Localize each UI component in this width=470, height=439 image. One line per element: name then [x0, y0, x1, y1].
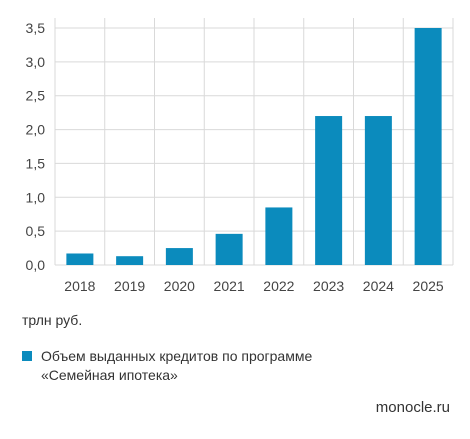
chart-grid: [54, 18, 454, 266]
bar-2020: [165, 248, 193, 265]
x-axis-ticks: 2018 2019 2020 2021 2022 2023 2024 2025: [64, 278, 444, 294]
bar-2019: [116, 256, 144, 265]
y-tick-label: 3,5: [26, 20, 46, 36]
legend-label-line-1: Объем выданных кредитов по программе: [41, 348, 313, 364]
source-label: monocle.ru: [375, 399, 450, 416]
y-tick-label: 2,0: [26, 122, 46, 138]
x-tick-label: 2024: [363, 278, 394, 294]
chart-bars: [66, 28, 442, 266]
y-tick-label: 1,0: [26, 189, 46, 205]
legend: Объем выданных кредитов по программе «Се…: [22, 347, 352, 385]
x-tick-label: 2018: [64, 278, 95, 294]
x-tick-label: 2019: [114, 278, 145, 294]
x-tick-label: 2025: [413, 278, 444, 294]
bar-chart: 0,0 0,5 1,0 1,5 2,0 2,5 3,0 3,5 2018 2019 2020 202…: [26, 18, 454, 294]
y-tick-label: 0,0: [26, 257, 46, 273]
bar-2024: [364, 116, 392, 266]
y-tick-label: 2,5: [26, 88, 46, 104]
y-axis-ticks: 0,0 0,5 1,0 1,5 2,0 2,5 3,0 3,5: [26, 20, 46, 273]
legend-swatch: [22, 351, 32, 361]
bar-2022: [265, 207, 293, 265]
x-tick-label: 2021: [214, 278, 245, 294]
legend-label-line-2: «Семейная ипотека»: [41, 367, 178, 383]
y-tick-label: 0,5: [26, 223, 46, 239]
x-tick-label: 2023: [313, 278, 344, 294]
y-tick-label: 3,0: [26, 54, 46, 70]
legend-label: Объем выданных кредитов по программе «Се…: [41, 347, 312, 385]
y-tick-label: 1,5: [26, 155, 46, 171]
bar-2021: [215, 233, 243, 265]
x-tick-label: 2022: [263, 278, 294, 294]
unit-label: трлн руб.: [22, 312, 83, 328]
bar-2025: [414, 28, 442, 265]
x-tick-label: 2020: [164, 278, 195, 294]
bar-2023: [315, 116, 343, 266]
bar-2018: [66, 253, 94, 265]
